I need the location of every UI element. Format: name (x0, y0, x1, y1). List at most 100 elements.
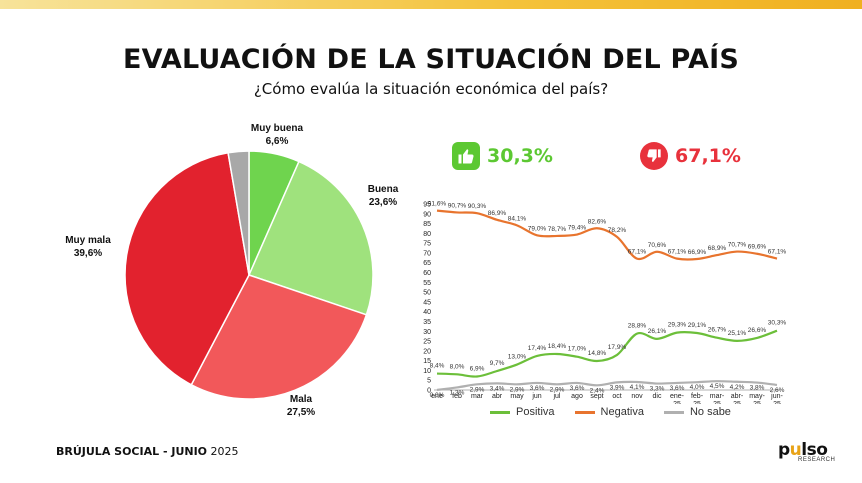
x-tick-label: feb (452, 393, 462, 400)
data-label: 18,4% (548, 343, 567, 350)
series-line (436, 209, 778, 261)
pie-slice-value: 27,5% (287, 407, 315, 418)
x-tick-label: nov (631, 393, 643, 400)
data-label: 69,6% (748, 244, 767, 251)
x-tick-label: oct (612, 393, 621, 400)
pie-slice-label: Buena (368, 184, 399, 195)
data-label: 26,7% (708, 327, 727, 334)
x-tick-label: sept (590, 393, 603, 400)
legend-item-positiva: Positiva (490, 406, 555, 418)
data-label: 70,7% (728, 242, 747, 249)
data-label: 2,9% (510, 386, 525, 393)
y-tick-label: 55 (423, 280, 431, 287)
y-tick-label: 5 (427, 378, 431, 385)
y-tick-label: 85 (423, 221, 431, 228)
footer-year: 2025 (207, 445, 239, 458)
data-label: 2,9% (550, 386, 565, 393)
data-label: 13,0% (508, 354, 527, 361)
data-label: 26,1% (648, 328, 667, 335)
y-tick-label: 70 (423, 250, 431, 257)
y-tick-label: 45 (423, 299, 431, 306)
kpi-positive: 30,3% (452, 142, 553, 170)
data-label: 3,4% (490, 385, 505, 392)
data-label: 3,3% (650, 386, 665, 393)
legend-label: No sabe (689, 406, 731, 418)
x-tick-label: may (510, 393, 524, 400)
data-label: 14,8% (588, 350, 607, 357)
data-label: 4,5% (710, 383, 725, 390)
data-label: 82,6% (588, 218, 607, 225)
x-tick-label: ago (571, 393, 583, 400)
data-label: 4,1% (630, 384, 645, 391)
footer-period: JUNIO (171, 445, 208, 458)
data-label: 91,6% (428, 201, 447, 208)
series-line (436, 380, 778, 392)
data-label: 9,7% (490, 360, 505, 367)
data-label: 3,6% (570, 385, 585, 392)
data-label: 2,9% (470, 386, 485, 393)
kpi-negative-value: 67,1% (675, 145, 741, 167)
data-label: 28,8% (628, 323, 647, 330)
legend-label: Positiva (516, 406, 555, 418)
data-label: 6,9% (470, 365, 485, 372)
data-label: 17,0% (568, 346, 587, 353)
pie-chart: Muy buena 6,6% Buena 23,6% Mala 27,5% Muy mala… (65, 123, 399, 418)
data-label: 3,8% (750, 385, 765, 392)
x-tick-label: feb-25 (691, 393, 704, 404)
data-label: 90,3% (468, 203, 487, 210)
data-label: 29,1% (688, 322, 707, 329)
y-tick-label: 20 (423, 348, 431, 355)
brand-logo: pulso RESEARCH (778, 440, 838, 463)
y-tick-label: 65 (423, 260, 431, 267)
data-label: 3,6% (670, 385, 685, 392)
y-tick-label: 0 (427, 388, 431, 395)
legend-swatch (663, 410, 684, 414)
legend-swatch (574, 410, 595, 414)
y-tick-label: 50 (423, 290, 431, 297)
page-subtitle: ¿Cómo evalúa la situación económica del … (253, 80, 609, 98)
legend-label: Negativa (600, 406, 644, 418)
data-label: 4,2% (730, 384, 745, 391)
x-tick-label: ene-25 (670, 393, 685, 404)
data-label: 8,0% (450, 363, 465, 370)
footer-source: BRÚJULA SOCIAL - JUNIO 2025 (56, 445, 239, 458)
y-tick-label: 35 (423, 319, 431, 326)
x-tick-label: mar (471, 393, 484, 400)
x-tick-label: jun-25 (770, 393, 783, 404)
y-tick-label: 80 (423, 231, 431, 238)
data-label: 78,2% (608, 227, 627, 234)
data-label: 79,4% (568, 225, 587, 232)
data-label: 30,3% (768, 320, 787, 327)
line-chart: 0 5 10 15 20 25 30 35 40 45 50 55 60 65 70 75 80 85 90 95 en… (423, 201, 787, 404)
pie-slice-label: Muy mala (65, 235, 111, 246)
data-label: 2,4% (590, 387, 605, 394)
pie-slice-value: 23,6% (369, 197, 397, 208)
y-tick-label: 15 (423, 358, 431, 365)
y-tick-label: 95 (423, 202, 431, 209)
data-label: 3,9% (610, 384, 625, 391)
y-tick-label: 90 (423, 211, 431, 218)
x-tick-label: may-25 (749, 393, 765, 404)
x-tick-label: jun (531, 393, 541, 400)
legend-item-no-sabe: No sabe (663, 406, 731, 418)
y-tick-label: 25 (423, 339, 431, 346)
data-label: 66,9% (688, 249, 707, 256)
data-label: 67,1% (668, 249, 687, 256)
data-label: 86,9% (488, 210, 507, 217)
logo-word-dot: u (789, 440, 802, 460)
kpi-negative: 67,1% (640, 142, 741, 170)
pie-slice-label: Muy buena (251, 123, 304, 134)
y-tick-label: 10 (423, 368, 431, 375)
x-tick-label: jul (552, 393, 560, 400)
x-tick-label: dic (653, 393, 662, 400)
page-title: EVALUACIÓN DE LA SITUACIÓN DEL PAÍS (122, 44, 740, 75)
data-label: 78,7% (548, 226, 567, 233)
x-tick-label: ene (431, 393, 443, 400)
data-label: 90,7% (448, 202, 467, 209)
pie-slice-value: 6,6% (266, 136, 289, 147)
data-label: 26,6% (748, 327, 767, 334)
y-tick-label: 60 (423, 270, 431, 277)
data-label: 3,6% (530, 385, 545, 392)
footer-brand: BRÚJULA SOCIAL - (56, 445, 172, 458)
data-label: 2,6% (770, 387, 785, 394)
